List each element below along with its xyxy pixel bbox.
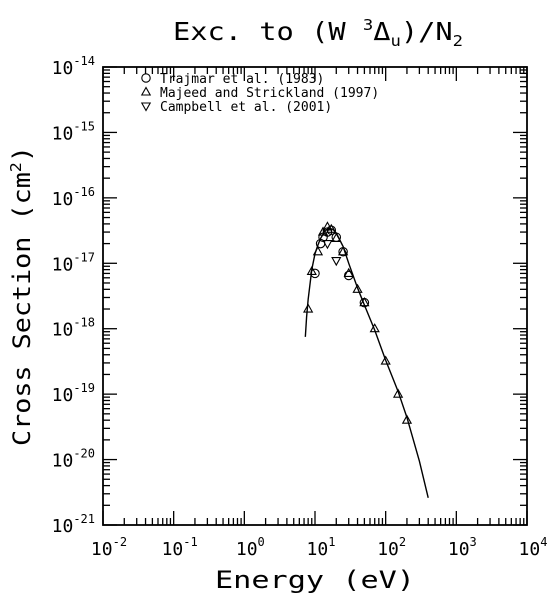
y-tick-label: 10-17: [52, 250, 95, 275]
y-tick-label: 10-16: [52, 185, 95, 210]
data-point-triangle-up: [312, 246, 324, 256]
legend-label: Campbell et al. (2001): [160, 100, 332, 115]
x-tick-labels: 10-2 10-1 100 101 102 103 104: [91, 535, 548, 560]
data-point-triangle-up: [352, 283, 363, 293]
y-tick-label: 10-14: [52, 54, 95, 79]
y-axis-label: Cross Section (cm2): [7, 146, 36, 446]
data-point-triangle-up: [337, 246, 349, 256]
data-point-triangle-up: [369, 323, 380, 333]
data-point-triangle-up: [392, 388, 404, 398]
data-point-triangle-up: [326, 223, 337, 233]
x-tick-label: 10-2: [91, 535, 127, 560]
legend-label: Majeed and Strickland (1997): [160, 86, 379, 101]
data-point-triangle-up: [401, 414, 413, 424]
x-tick-label: 102: [377, 535, 406, 560]
y-tick-label: 10-18: [52, 316, 95, 341]
legend-label: Trajmar et al. (1983): [160, 72, 324, 87]
x-tick-label: 101: [307, 535, 336, 560]
data-point-triangle-down: [331, 257, 342, 267]
x-tick-label: 104: [519, 535, 548, 560]
chart-title: Exc. to (W 3Δ u)/N 2: [173, 16, 463, 50]
y-tick-label: 10-20: [52, 447, 95, 472]
y-tick-label: 10-19: [52, 381, 95, 406]
data-point-triangle-down: [322, 240, 333, 250]
legend-marker-triangle-down: [140, 102, 152, 112]
x-tick-label: 10-1: [162, 535, 198, 560]
fit-curve: [304, 227, 429, 499]
data-point-triangle-up: [331, 232, 342, 242]
x-tick-label: 100: [236, 535, 265, 560]
data-point-triangle-up: [317, 226, 329, 236]
data-markers: [303, 221, 413, 424]
data-point-triangle-up: [343, 267, 354, 277]
x-axis-label: Energy (eV): [215, 566, 415, 594]
y-tick-label: 10-15: [52, 119, 95, 144]
data-point-triangle-up: [306, 265, 317, 276]
legend-marker-triangle-up: [140, 86, 152, 96]
data-point-triangle-up: [303, 303, 314, 313]
data-point-triangle-up: [359, 297, 370, 307]
data-point-circle: [310, 268, 320, 279]
x-tick-label: 103: [448, 535, 477, 560]
data-point-triangle-up: [322, 221, 333, 231]
data-point-triangle-up: [380, 355, 391, 365]
legend: Trajmar et al. (1983)Majeed and Strickla…: [140, 72, 379, 115]
legend-marker-circle: [141, 73, 151, 83]
y-tick-labels: 10-21 10-20 10-19 10-18 10-17 10-16 10-15 10-14: [52, 54, 95, 537]
y-tick-label: 10-21: [52, 512, 95, 537]
plot-frame: [102, 66, 528, 526]
data-point-circle: [343, 270, 354, 281]
axis-ticks: [102, 66, 528, 526]
